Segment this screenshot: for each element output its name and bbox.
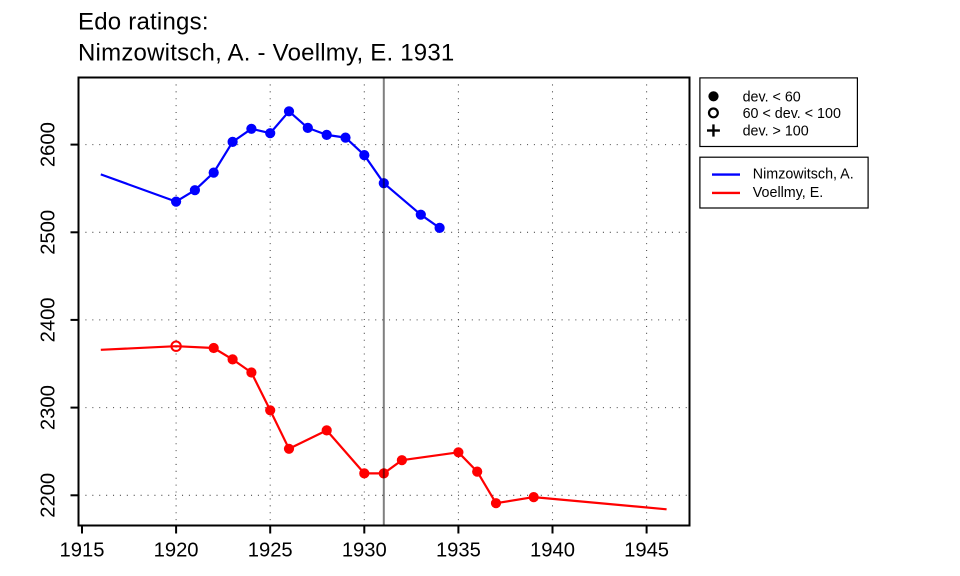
svg-text:1915: 1915 [60,540,105,562]
svg-text:1925: 1925 [248,540,293,562]
svg-text:2300: 2300 [37,385,59,430]
svg-text:2600: 2600 [37,122,59,167]
svg-text:Edo ratings:: Edo ratings: [78,9,209,36]
svg-text:Nimzowitsch, A. - Voellmy, E.: Nimzowitsch, A. - Voellmy, E. 1931 [78,39,455,66]
svg-text:60 < dev. < 100: 60 < dev. < 100 [743,106,841,122]
svg-text:1935: 1935 [436,540,481,562]
svg-text:1940: 1940 [530,540,575,562]
svg-text:2200: 2200 [37,473,59,518]
svg-text:Voellmy, E.: Voellmy, E. [753,185,823,201]
svg-text:Nimzowitsch, A.: Nimzowitsch, A. [753,167,854,183]
svg-text:1920: 1920 [154,540,199,562]
svg-text:2400: 2400 [37,297,59,342]
svg-text:dev. < 60: dev. < 60 [743,90,801,106]
svg-text:1930: 1930 [342,540,387,562]
svg-text:2500: 2500 [37,210,59,255]
svg-text:1945: 1945 [624,540,669,562]
svg-text:dev. > 100: dev. > 100 [743,123,809,139]
